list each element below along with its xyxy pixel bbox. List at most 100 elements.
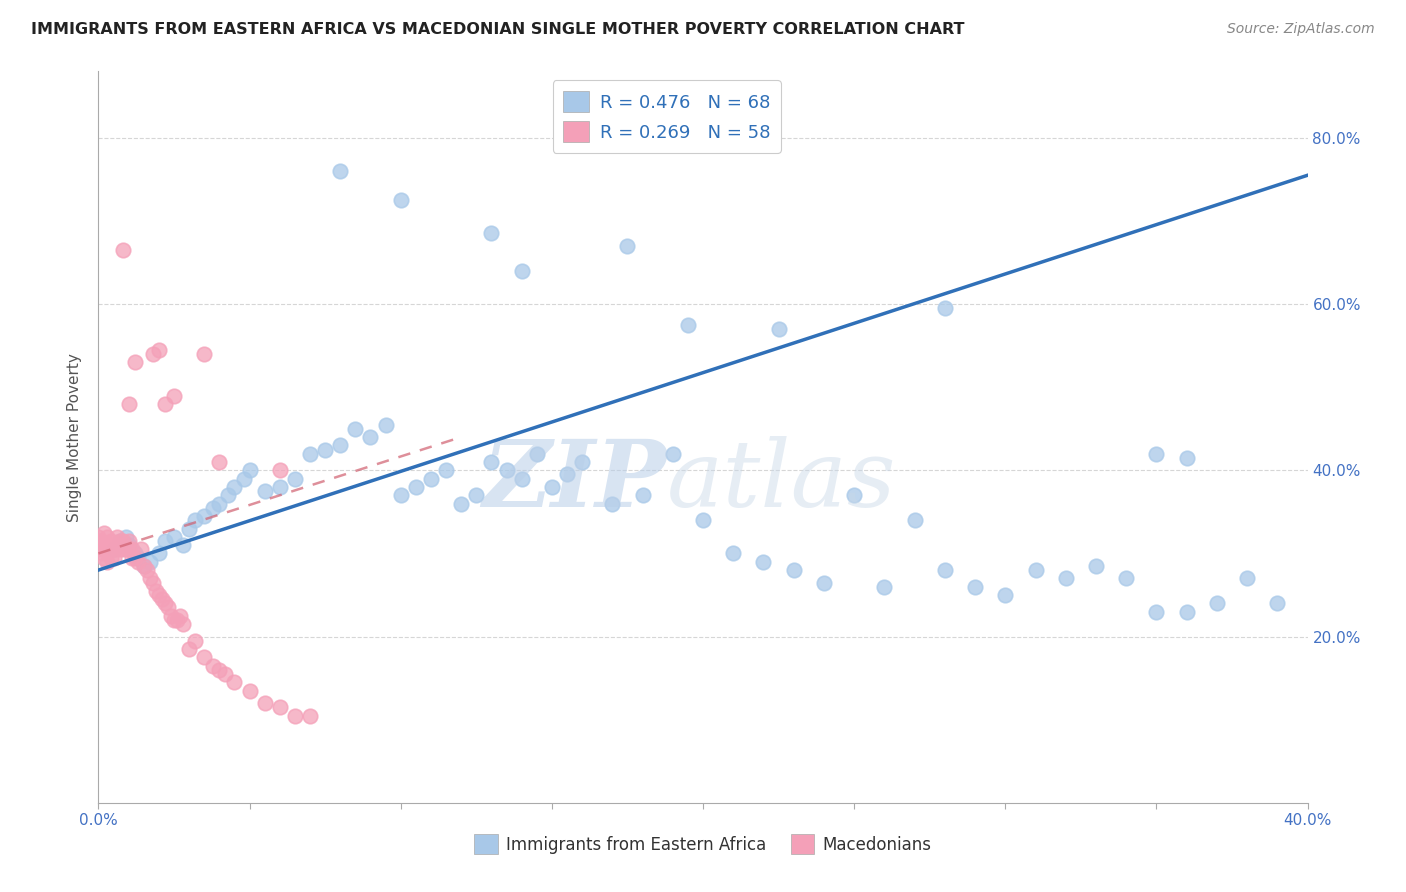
Point xyxy=(1085,558,1108,573)
Point xyxy=(602,497,624,511)
Point xyxy=(127,550,149,565)
Point xyxy=(139,555,162,569)
Legend: Immigrants from Eastern Africa, Macedonians: Immigrants from Eastern Africa, Macedoni… xyxy=(468,828,938,860)
Point xyxy=(420,472,443,486)
Point xyxy=(405,480,427,494)
Point xyxy=(96,530,118,544)
Point xyxy=(172,617,194,632)
Point xyxy=(1144,605,1167,619)
Point xyxy=(934,301,956,316)
Point xyxy=(329,438,352,452)
Point xyxy=(103,542,125,557)
Point xyxy=(208,497,231,511)
Point xyxy=(389,488,412,502)
Point xyxy=(96,542,118,557)
Point xyxy=(661,447,683,461)
Point xyxy=(148,343,170,357)
Text: ZIP: ZIP xyxy=(482,436,666,526)
Point xyxy=(121,542,143,557)
Point xyxy=(111,533,134,548)
Point xyxy=(105,538,128,552)
Point xyxy=(105,530,128,544)
Point xyxy=(783,563,806,577)
Point xyxy=(389,193,412,207)
Point xyxy=(93,550,115,565)
Point xyxy=(103,550,125,565)
Point xyxy=(153,533,176,548)
Point xyxy=(208,663,231,677)
Point xyxy=(434,463,457,477)
Text: IMMIGRANTS FROM EASTERN AFRICA VS MACEDONIAN SINGLE MOTHER POVERTY CORRELATION C: IMMIGRANTS FROM EASTERN AFRICA VS MACEDO… xyxy=(31,22,965,37)
Point xyxy=(217,488,239,502)
Point xyxy=(103,542,125,557)
Point xyxy=(202,500,225,515)
Point xyxy=(510,264,533,278)
Point xyxy=(93,542,115,557)
Point xyxy=(148,546,170,560)
Point xyxy=(108,533,131,548)
Point xyxy=(844,488,866,502)
Point xyxy=(150,592,173,607)
Point xyxy=(239,463,262,477)
Point xyxy=(495,463,517,477)
Point xyxy=(160,608,183,623)
Point xyxy=(108,533,131,548)
Point xyxy=(723,546,745,560)
Point xyxy=(93,525,115,540)
Point xyxy=(465,488,488,502)
Point xyxy=(631,488,654,502)
Point xyxy=(163,530,186,544)
Point xyxy=(239,683,262,698)
Point xyxy=(124,550,146,565)
Point xyxy=(481,455,503,469)
Point xyxy=(90,546,112,560)
Point xyxy=(179,642,201,657)
Point xyxy=(284,472,307,486)
Point xyxy=(571,455,593,469)
Point xyxy=(253,696,276,710)
Point xyxy=(153,397,176,411)
Point xyxy=(269,700,291,714)
Point xyxy=(132,558,155,573)
Point xyxy=(510,472,533,486)
Point xyxy=(184,513,207,527)
Point xyxy=(1206,596,1229,610)
Point xyxy=(873,580,896,594)
Point xyxy=(224,675,246,690)
Point xyxy=(526,447,548,461)
Point xyxy=(90,533,112,548)
Point xyxy=(1144,447,1167,461)
Point xyxy=(172,538,194,552)
Point xyxy=(481,227,503,241)
Y-axis label: Single Mother Poverty: Single Mother Poverty xyxy=(67,352,83,522)
Point xyxy=(111,243,134,257)
Point xyxy=(124,546,146,560)
Point xyxy=(299,708,322,723)
Point xyxy=(114,542,136,557)
Point xyxy=(344,422,367,436)
Point xyxy=(1054,571,1077,585)
Point xyxy=(232,472,254,486)
Point xyxy=(163,613,186,627)
Point xyxy=(253,484,276,499)
Point xyxy=(202,658,225,673)
Point xyxy=(118,538,141,552)
Point xyxy=(1175,450,1198,465)
Point xyxy=(193,509,215,524)
Point xyxy=(156,600,179,615)
Point xyxy=(179,521,201,535)
Point xyxy=(329,164,352,178)
Point xyxy=(450,497,472,511)
Point xyxy=(768,322,790,336)
Point xyxy=(555,467,578,482)
Point xyxy=(184,633,207,648)
Point xyxy=(1175,605,1198,619)
Point xyxy=(193,650,215,665)
Point xyxy=(103,538,125,552)
Point xyxy=(314,442,336,457)
Point xyxy=(163,388,186,402)
Point xyxy=(616,239,638,253)
Point xyxy=(135,563,157,577)
Point xyxy=(145,583,167,598)
Point xyxy=(114,530,136,544)
